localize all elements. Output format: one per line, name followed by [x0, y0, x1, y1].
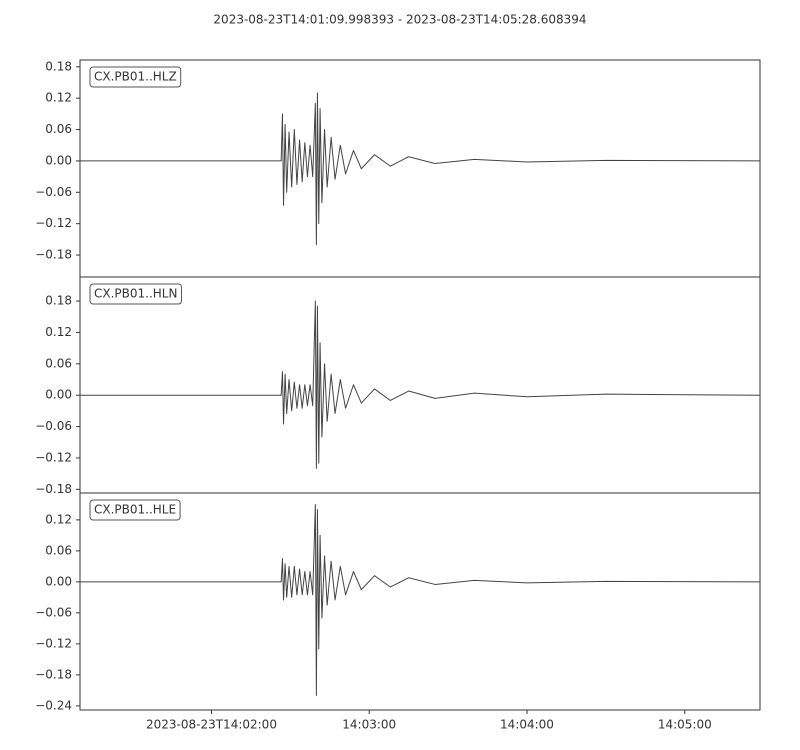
y-tick-label: 0.00 [45, 574, 72, 588]
y-tick-label: −0.18 [35, 667, 72, 681]
y-tick-label: −0.06 [35, 185, 72, 199]
y-tick-label: −0.18 [35, 248, 72, 262]
panel-frame [79, 492, 761, 711]
trace [80, 503, 760, 697]
y-tick-label: −0.06 [35, 419, 72, 433]
trace-label-box [89, 499, 181, 521]
y-tick-label: 0.06 [45, 543, 72, 557]
y-tick-label: 0.06 [45, 122, 72, 136]
trace-label: CX.PB01..HLZ [94, 70, 177, 84]
trace-label: CX.PB01..HLE [94, 503, 176, 517]
y-tick-label: 0.00 [45, 153, 72, 167]
y-tick-label: 0.00 [45, 388, 72, 402]
panel-frame [79, 276, 761, 494]
panel-frame [79, 59, 761, 278]
y-tick-label: −0.18 [35, 482, 72, 496]
x-tick-label: 14:04:00 [500, 718, 554, 732]
y-tick-label: −0.12 [35, 450, 72, 464]
trace-label-box [89, 283, 182, 305]
y-tick-label: 0.18 [45, 294, 72, 308]
y-tick-label: −0.24 [35, 698, 72, 712]
y-tick-label: −0.06 [35, 605, 72, 619]
y-tick-label: 0.18 [45, 59, 72, 73]
y-tick-label: 0.12 [45, 91, 72, 105]
y-tick-label: −0.12 [35, 636, 72, 650]
y-tick-label: 0.12 [45, 512, 72, 526]
trace [80, 300, 760, 469]
x-tick-label: 2023-08-23T14:02:00 [146, 718, 277, 732]
chart-title: 2023-08-23T14:01:09.998393 - 2023-08-23T… [213, 13, 586, 27]
x-tick-label: 14:05:00 [658, 718, 712, 732]
y-tick-label: −0.12 [35, 216, 72, 230]
y-tick-label: 0.06 [45, 356, 72, 370]
trace-label-box [89, 66, 182, 88]
trace [80, 92, 760, 246]
y-tick-label: 0.12 [45, 325, 72, 339]
trace-label: CX.PB01..HLN [94, 287, 177, 301]
x-tick-label: 14:03:00 [342, 718, 396, 732]
